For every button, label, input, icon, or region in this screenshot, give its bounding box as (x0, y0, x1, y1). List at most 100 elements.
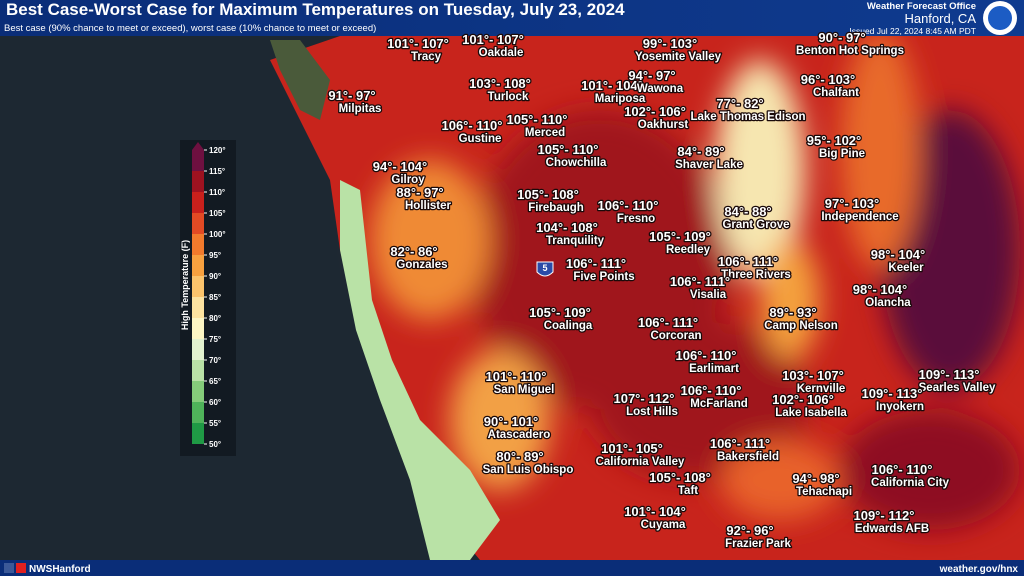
legend-tick-label: 70° (209, 356, 221, 365)
city-temp-range: 82°- 86° (390, 244, 437, 259)
city-name: Keeler (888, 262, 924, 274)
city-name: Wawona (637, 83, 684, 95)
city-name: Camp Nelson (764, 320, 838, 332)
city-name: California Valley (596, 456, 685, 468)
city-temp-range: 105°- 110° (506, 112, 567, 127)
legend-tick-label: 75° (209, 335, 221, 344)
footer-url: weather.gov/hnx (939, 564, 1019, 575)
city-name: Mariposa (595, 93, 646, 105)
youtube-icon (16, 563, 26, 573)
city-temp-range: 98°- 104° (871, 247, 926, 262)
city-name: Inyokern (876, 401, 924, 413)
city-name: Five Points (573, 271, 634, 283)
legend-tick-label: 120° (209, 146, 226, 155)
legend-band (192, 318, 204, 339)
city-name: Lost Hills (626, 406, 678, 418)
city-temp-range: 84°- 88° (724, 204, 771, 219)
city-temp-range: 106°- 110° (441, 118, 502, 133)
city-name: Tranquility (546, 235, 605, 247)
legend-tick-label: 80° (209, 314, 221, 323)
nws-logo-inner (988, 6, 1012, 30)
city-temp-range: 80°- 89° (496, 449, 543, 464)
header-bar (0, 0, 1024, 36)
city-temp-range: 105°- 109° (649, 229, 711, 244)
city-temp-range: 106°- 110° (680, 383, 741, 398)
city-name: McFarland (690, 398, 748, 410)
legend-tick-label: 110° (209, 188, 225, 197)
city-name: Visalia (690, 289, 727, 301)
city-name: Taft (678, 485, 698, 497)
city-name: Chowchilla (546, 157, 607, 169)
city-temp-range: 101°- 107° (387, 36, 449, 51)
legend-band (192, 171, 204, 192)
city-temp-range: 109°- 112° (853, 508, 914, 523)
city-temp-range: 101°- 104° (624, 504, 686, 519)
city-name: Shaver Lake (675, 159, 743, 171)
city-temp-range: 84°- 89° (677, 144, 724, 159)
city-name: Coalinga (544, 320, 593, 332)
legend-tick-label: 60° (209, 398, 221, 407)
city-name: Milpitas (339, 103, 382, 115)
city-name: Oakhurst (638, 119, 689, 131)
city-name: Hollister (405, 200, 452, 212)
city-name: Fresno (617, 213, 655, 225)
heat-field (270, 30, 1024, 560)
city-temp-range: 90°- 101° (484, 414, 539, 429)
city-name: Edwards AFB (855, 523, 929, 535)
city-name: Firebaugh (528, 202, 584, 214)
city-temp-range: 96°- 103° (801, 72, 856, 87)
legend-tick-label: 105° (209, 209, 226, 218)
city-name: California City (871, 477, 950, 489)
city-temp-range: 101°- 107° (462, 32, 524, 47)
city-name: Gonzales (396, 259, 447, 271)
city-name: Merced (525, 127, 565, 139)
legend-tick-label: 90° (209, 272, 221, 281)
city-temp-range: 102°- 106° (624, 104, 686, 119)
city-temp-range: 106°- 110° (675, 348, 736, 363)
city-temp-range: 106°- 110° (871, 462, 932, 477)
legend-band (192, 360, 204, 381)
legend-band (192, 255, 204, 276)
city-temp-range: 106°- 111° (638, 315, 698, 330)
city-temp-range: 106°- 111° (718, 254, 778, 269)
city-temp-range: 104°- 108° (536, 220, 598, 235)
interstate-number: 5 (542, 263, 547, 273)
legend-band (192, 297, 204, 318)
city-name: Tracy (411, 51, 442, 63)
city-name: Grant Grove (722, 219, 789, 231)
city-temp-range: 103°- 107° (782, 368, 844, 383)
city-name: Lake Thomas Edison (690, 111, 805, 123)
city-temp-range: 109°- 113° (861, 386, 922, 401)
city-name: Earlimart (689, 363, 739, 375)
city-name: Yosemite Valley (635, 51, 722, 63)
city-name: Turlock (488, 91, 529, 103)
city-name: Searles Valley (919, 382, 996, 394)
city-temp-range: 92°- 96° (726, 523, 773, 538)
city-name: Atascadero (488, 429, 551, 441)
legend-tick-label: 50° (209, 440, 221, 449)
city-name: Tehachapi (796, 486, 852, 498)
city-temp-range: 101°- 105° (601, 441, 663, 456)
city-temp-range: 95°- 102° (807, 133, 862, 148)
legend-band (192, 339, 204, 360)
legend-band (192, 381, 204, 402)
city-temp-range: 94°- 104° (373, 159, 428, 174)
city-name: Independence (821, 211, 898, 223)
city-temp-range: 89°- 93° (769, 305, 816, 320)
title: Best Case-Worst Case for Maximum Tempera… (6, 0, 625, 19)
city-name: Gilroy (391, 174, 425, 186)
legend-tick-label: 65° (209, 377, 221, 386)
legend-band (192, 276, 204, 297)
city-name: Bakersfield (717, 451, 779, 463)
city-temp-range: 106°- 111° (670, 274, 730, 289)
city-temp-range: 97°- 103° (825, 196, 880, 211)
legend-band (192, 402, 204, 423)
facebook-icon (4, 563, 14, 573)
office-location: Hanford, CA (904, 11, 976, 26)
city-name: Big Pine (819, 148, 865, 160)
legend-tick-label: 85° (209, 293, 221, 302)
legend-tick-label: 115° (209, 167, 225, 176)
legend-band (192, 423, 204, 444)
